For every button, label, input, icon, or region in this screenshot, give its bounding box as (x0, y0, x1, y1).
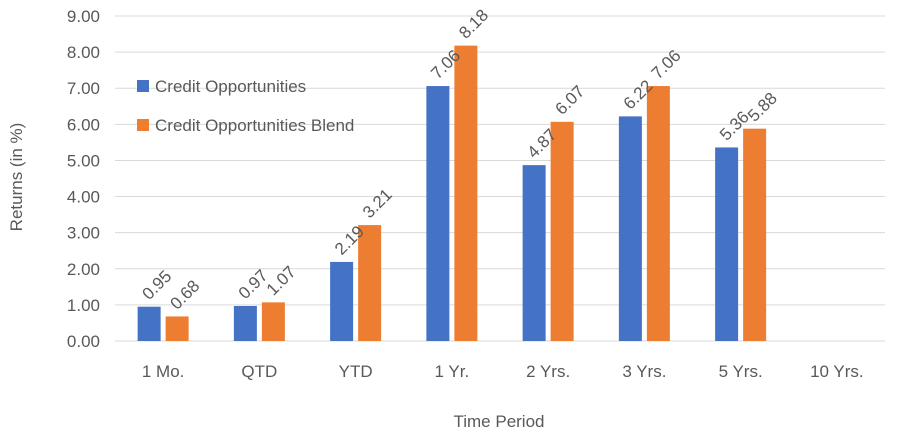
x-tick-label: 10 Yrs. (810, 362, 864, 381)
bar (330, 261, 354, 341)
x-tick-label: 5 Yrs. (719, 362, 763, 381)
legend-swatch-credit-opportunities (137, 80, 149, 92)
y-tick-label: 8.00 (67, 43, 100, 62)
y-tick-label: 1.00 (67, 296, 100, 315)
x-tick-label: 1 Yr. (435, 362, 470, 381)
y-tick-label: 4.00 (67, 188, 100, 207)
y-tick-label: 0.00 (67, 332, 100, 351)
bar (454, 45, 478, 341)
data-label: 7.06 (648, 46, 685, 83)
bar (522, 165, 546, 341)
x-tick-label: 3 Yrs. (622, 362, 666, 381)
bar (233, 305, 257, 341)
bar (550, 121, 574, 341)
bar (646, 86, 670, 341)
data-label: 1.07 (263, 262, 300, 299)
bars (137, 45, 767, 341)
data-label: 8.18 (455, 6, 492, 43)
bar (743, 128, 767, 341)
legend-label-credit-opportunities: Credit Opportunities (155, 77, 306, 96)
bar (358, 225, 382, 341)
legend-swatch-credit-opportunities-blend (137, 119, 149, 131)
legend-label-credit-opportunities-blend: Credit Opportunities Blend (155, 116, 354, 135)
gridlines (115, 15, 885, 342)
bar (165, 316, 189, 341)
bar (261, 302, 285, 341)
x-tick-label: 2 Yrs. (526, 362, 570, 381)
bar (137, 306, 161, 341)
data-label: 6.07 (552, 82, 589, 119)
y-tick-label: 3.00 (67, 224, 100, 243)
y-tick-label: 2.00 (67, 260, 100, 279)
y-tick-label: 5.00 (67, 151, 100, 170)
y-axis-title: Returns (in %) (7, 123, 26, 232)
x-axis-title: Time Period (453, 412, 544, 431)
legend: Credit Opportunities Credit Opportunitie… (137, 77, 354, 135)
y-tick-label: 6.00 (67, 115, 100, 134)
y-tick-label: 7.00 (67, 79, 100, 98)
bar (618, 116, 642, 341)
y-axis-tick-labels: 0.00 1.00 2.00 3.00 4.00 5.00 6.00 7.00 8.00 9.00 (67, 7, 100, 351)
x-axis-tick-labels: 1 Mo. QTD YTD 1 Yr. 2 Yrs. 3 Yrs. 5 Yrs. 10 Yrs… (142, 362, 864, 381)
data-label: 3.21 (359, 185, 396, 222)
bar (426, 86, 450, 341)
y-tick-label: 9.00 (67, 7, 100, 26)
bar (715, 147, 739, 341)
x-tick-label: QTD (241, 362, 277, 381)
x-tick-label: YTD (339, 362, 373, 381)
x-tick-label: 1 Mo. (142, 362, 185, 381)
